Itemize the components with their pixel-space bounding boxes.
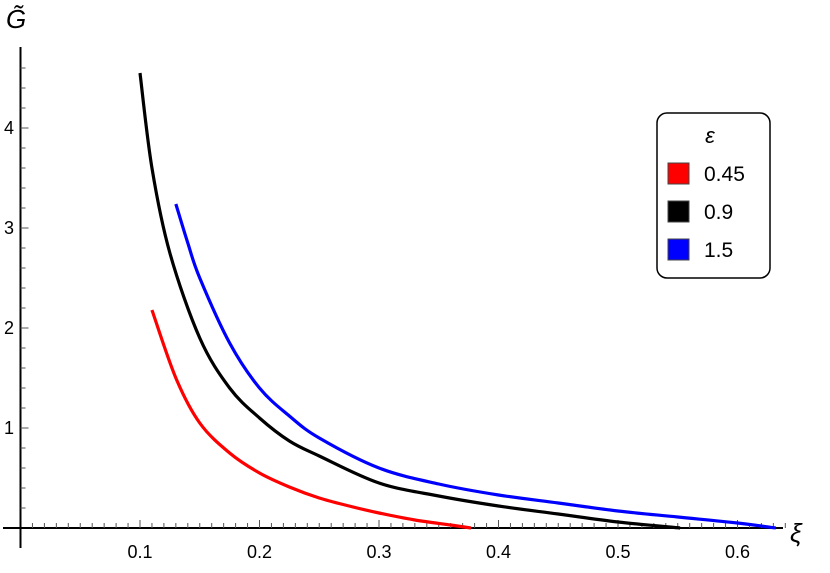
- legend-swatch: [667, 238, 690, 261]
- legend-title: ε: [705, 123, 715, 148]
- x-tick-label: 0.6: [725, 542, 750, 562]
- x-axis-label: ξ: [790, 518, 803, 548]
- series-line-0.45: [150, 309, 472, 530]
- y-tick-label: 1: [4, 418, 14, 438]
- series-line-0.9: [138, 72, 681, 530]
- y-axis-label: G̃: [6, 4, 26, 34]
- legend: ε 0.45 0.9 1.5: [656, 112, 771, 279]
- legend-label: 1.5: [704, 239, 733, 262]
- y-tick-label: 2: [4, 318, 14, 338]
- x-tick-label: 0.2: [247, 542, 272, 562]
- legend-swatch: [667, 200, 690, 223]
- legend-label: 0.45: [704, 163, 745, 186]
- legend-label: 0.9: [704, 201, 733, 224]
- y-tick-label: 4: [4, 118, 14, 138]
- legend-box: [656, 112, 771, 279]
- x-tick-label: 0.4: [486, 542, 511, 562]
- legend-swatch: [667, 162, 690, 185]
- x-tick-label: 0.1: [127, 542, 152, 562]
- y-tick-label: 3: [4, 218, 14, 238]
- x-tick-label: 0.3: [366, 542, 391, 562]
- series-line-1.5: [174, 203, 776, 530]
- x-tick-label: 0.5: [605, 542, 630, 562]
